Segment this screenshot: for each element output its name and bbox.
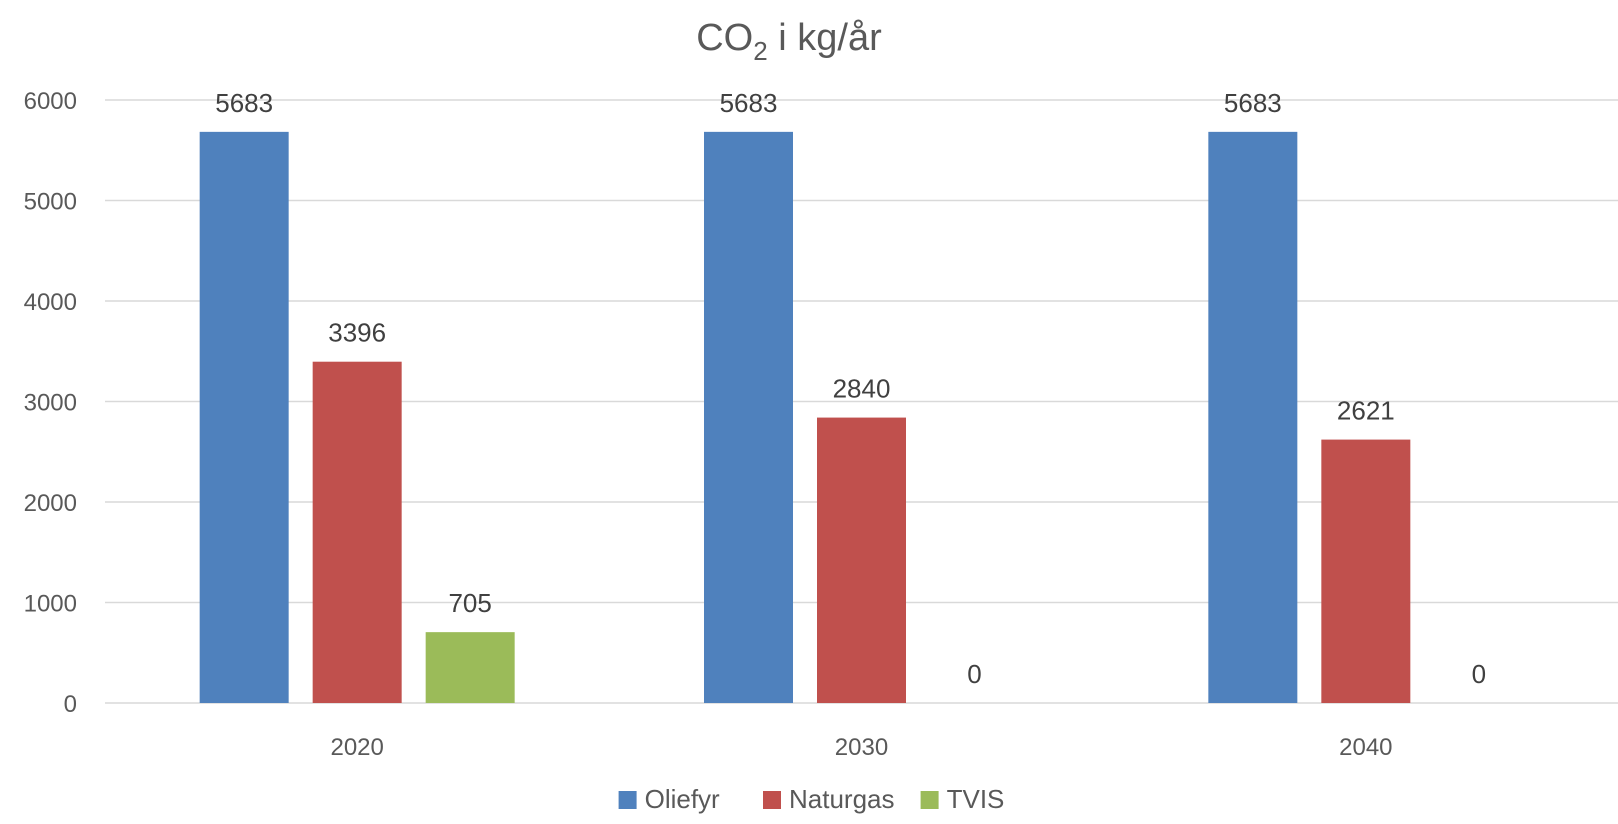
chart-title-main: CO [696,17,753,59]
y-tick-label: 4000 [24,289,77,316]
bars [199,131,1411,703]
y-axis-tick-labels: 0 1000 2000 3000 4000 5000 6000 [24,88,77,718]
chart-title-suffix: i kg/år [768,17,882,59]
legend-label-tvis: TVIS [947,784,1005,814]
legend-label-naturgas: Naturgas [789,784,895,814]
data-label: 705 [448,588,491,618]
data-label: 0 [967,659,981,689]
data-label: 3396 [328,318,386,348]
chart-title: CO2 i kg/år [696,17,882,66]
legend-swatch-oliefyr [618,791,637,809]
legend: Oliefyr Naturgas TVIS [618,784,1005,814]
legend-swatch-tvis [920,791,939,809]
bar-naturgas-2030 [817,417,906,703]
data-labels: 5683 3396 705 5683 2840 0 5683 2621 0 [215,88,1486,689]
data-label: 0 [1472,659,1486,689]
bar-oliefyr-2020 [199,131,289,703]
bar-oliefyr-2040 [1208,131,1298,703]
x-tick-label: 2020 [330,734,383,761]
y-tick-label: 0 [64,691,77,718]
legend-swatch-naturgas [763,791,781,809]
data-label: 2840 [833,374,891,404]
data-label: 5683 [720,88,778,118]
bar-naturgas-2040 [1321,439,1411,703]
x-tick-label: 2040 [1339,734,1392,761]
y-tick-label: 6000 [24,88,77,115]
bar-oliefyr-2030 [704,131,793,703]
chart-title-subscript: 2 [753,36,767,66]
y-tick-label: 3000 [24,390,77,417]
x-axis-tick-labels: 2020 2030 2040 [330,734,1392,761]
data-label: 5683 [1224,88,1282,118]
bar-tvis-2020 [425,632,515,703]
y-tick-label: 1000 [24,591,77,618]
x-tick-label: 2030 [835,734,888,761]
bar-naturgas-2020 [312,361,402,703]
y-tick-label: 5000 [24,189,77,216]
legend-label-oliefyr: Oliefyr [645,784,720,814]
data-label: 2621 [1337,396,1395,426]
data-label: 5683 [215,88,273,118]
y-tick-label: 2000 [24,490,77,517]
